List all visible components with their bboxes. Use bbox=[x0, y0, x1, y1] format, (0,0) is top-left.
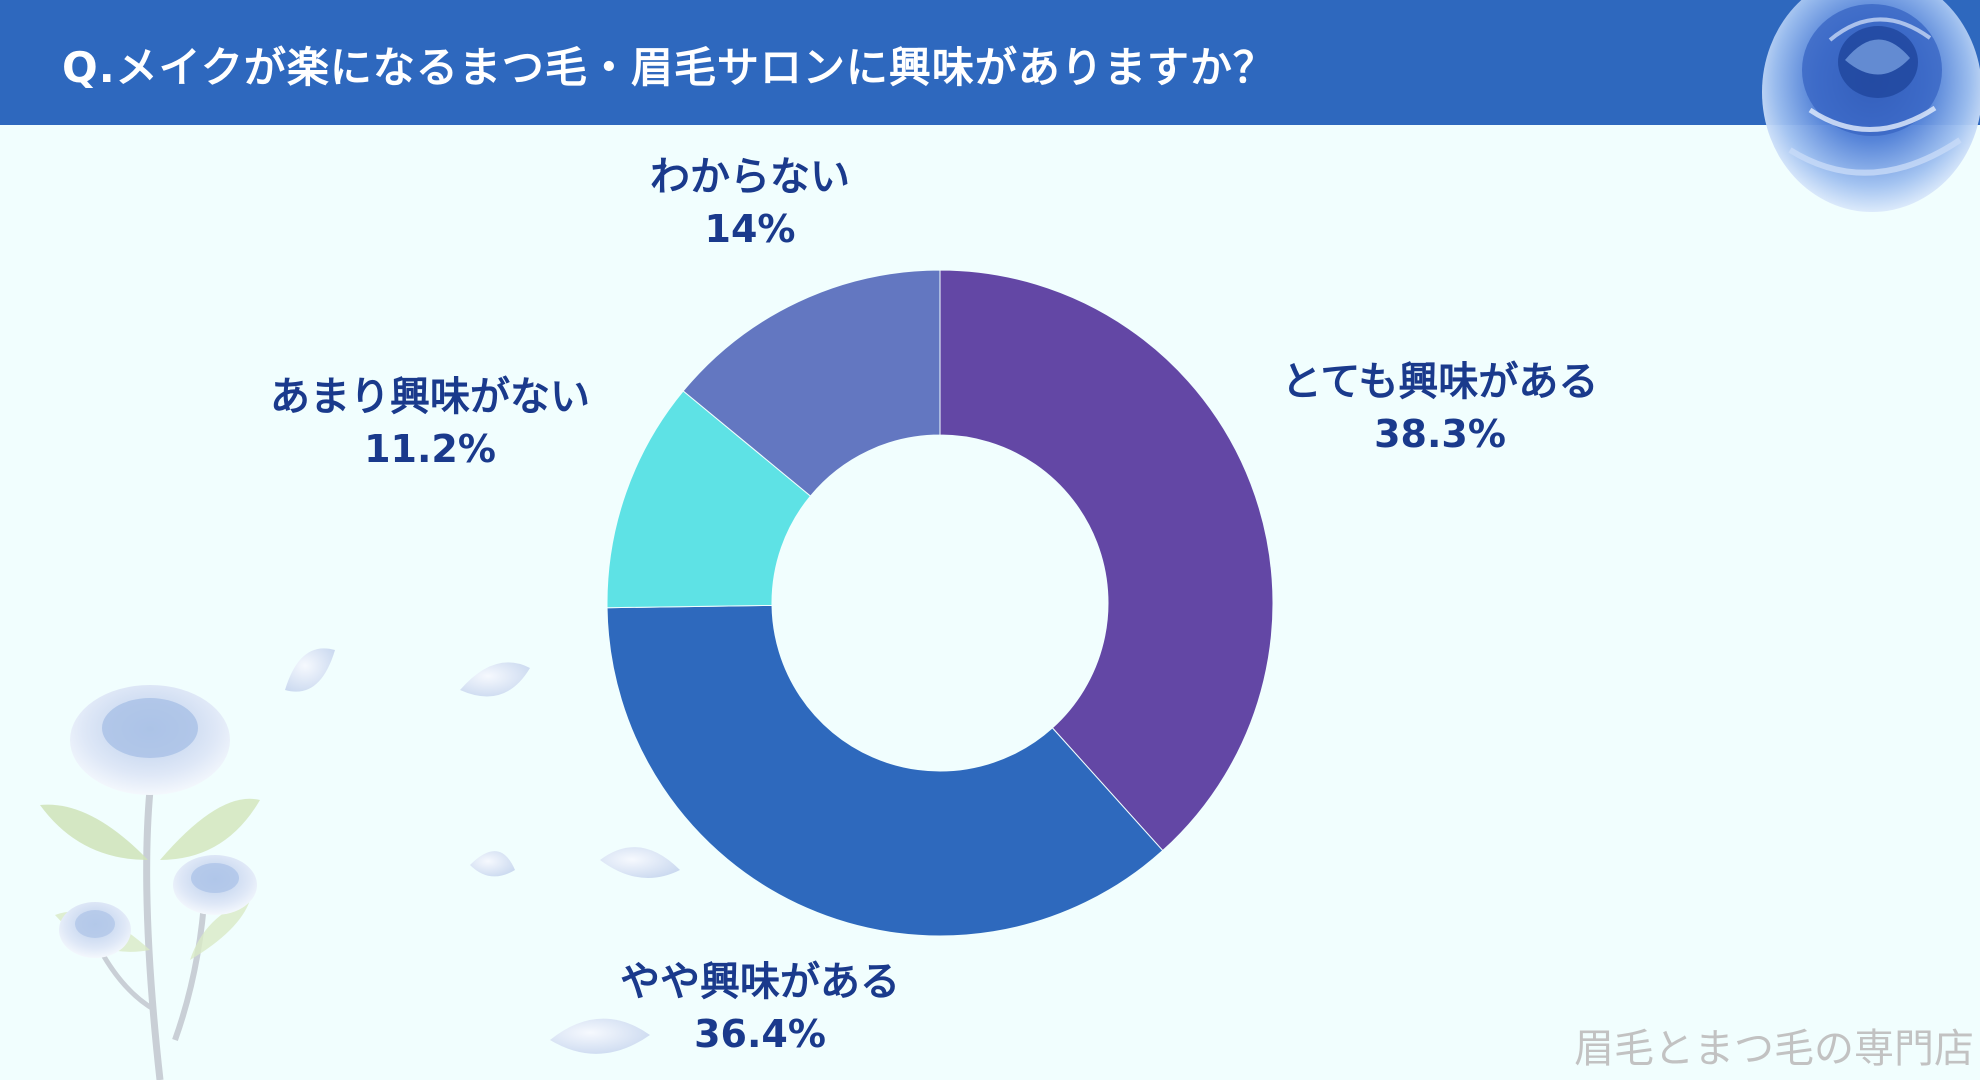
slice-label-yaya: やや興味がある 36.4% bbox=[560, 955, 960, 1060]
slice-value-amari: 11.2% bbox=[364, 427, 496, 471]
watermark: 眉毛とまつ毛の専門店 bbox=[1574, 1026, 1974, 1072]
slice-name-wakaranai: わからない bbox=[650, 154, 850, 200]
slice-name-yaya: やや興味がある bbox=[620, 959, 900, 1005]
header-bar bbox=[0, 0, 1980, 125]
slice-name-amari: あまり興味がない bbox=[270, 374, 590, 420]
slice-value-totemo: 38.3% bbox=[1374, 412, 1506, 456]
slice-label-amari: あまり興味がない 11.2% bbox=[230, 370, 630, 475]
page-title: Q.メイクが楽になるまつ毛・眉毛サロンに興味がありますか？ bbox=[62, 43, 1276, 92]
donut-hole bbox=[772, 435, 1108, 771]
slice-label-totemo: とても興味がある 38.3% bbox=[1240, 355, 1640, 460]
slice-name-totemo: とても興味がある bbox=[1281, 359, 1599, 405]
slice-value-yaya: 36.4% bbox=[694, 1012, 826, 1056]
slice-label-wakaranai: わからない 14% bbox=[550, 150, 950, 255]
slice-value-wakaranai: 14% bbox=[704, 207, 796, 251]
